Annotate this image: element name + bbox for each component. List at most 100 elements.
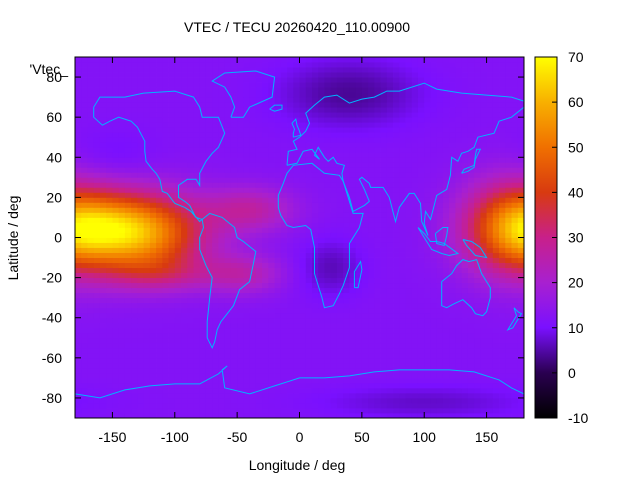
heatmap-cell [193,322,201,329]
heatmap-cell [149,342,157,349]
heatmap-cell [205,122,213,128]
heatmap-cell [355,172,363,178]
heatmap-cell [330,197,338,203]
heatmap-cell [243,387,251,394]
heatmap-cell [486,232,494,238]
heatmap-cell [299,212,307,218]
heatmap-cell [156,337,163,344]
heatmap-cell [199,177,207,183]
heatmap-cell [436,327,444,334]
heatmap-cell [81,162,88,168]
heatmap-cell [255,407,263,414]
heatmap-cell [399,362,406,369]
heatmap-cell [187,112,194,118]
heatmap-cell [262,92,269,98]
heatmap-cell [268,327,275,334]
heatmap-cell [162,357,169,364]
heatmap-cell [511,127,519,133]
heatmap-cell [449,407,456,414]
heatmap-cell [81,192,88,198]
heatmap-cell [299,157,307,163]
heatmap-cell [149,362,157,369]
heatmap-cell [299,192,307,198]
heatmap-cell [168,302,176,309]
heatmap-cell [461,347,469,354]
heatmap-cell [299,182,307,188]
heatmap-cell [480,237,487,243]
heatmap-cell [480,142,487,148]
heatmap-cell [374,217,381,223]
heatmap-cell [461,217,469,223]
heatmap-cell [336,257,344,263]
heatmap-cell [436,407,444,414]
heatmap-cell [330,312,338,319]
heatmap-cell [480,157,487,163]
heatmap-cell [305,82,313,88]
heatmap-cell [212,252,219,258]
heatmap-cell [349,202,357,208]
heatmap-cell [355,217,363,223]
heatmap-cell [293,92,300,98]
heatmap-cell [168,187,176,193]
heatmap-cell [411,397,419,404]
heatmap-cell [93,142,101,148]
heatmap-cell [436,112,444,118]
heatmap-cell [237,207,244,213]
heatmap-cell [230,402,238,409]
heatmap-cell [112,207,120,213]
heatmap-cell [368,102,375,108]
heatmap-cell [411,242,419,248]
heatmap-cell [137,357,144,364]
heatmap-cell [280,227,288,233]
heatmap-cell [280,272,288,279]
heatmap-cell [505,217,512,223]
heatmap-cell [99,327,107,334]
heatmap-cell [287,87,294,93]
heatmap-cell [486,152,494,158]
heatmap-cell [143,352,151,359]
heatmap-cell [442,142,450,148]
heatmap-cell [131,367,138,374]
heatmap-cell [399,172,406,178]
heatmap-cell [311,222,319,228]
heatmap-cell [343,397,350,404]
heatmap-cell [106,212,113,218]
heatmap-cell [137,372,144,379]
heatmap-cell [511,177,519,183]
heatmap-cell [355,382,363,389]
heatmap-cell [118,392,126,399]
heatmap-cell [81,267,88,273]
heatmap-cell [461,92,469,98]
heatmap-cell [112,197,120,203]
heatmap-cell [224,292,232,299]
heatmap-cell [461,182,469,188]
heatmap-cell [280,382,288,389]
heatmap-cell [405,187,413,193]
heatmap-cell [124,342,132,349]
heatmap-cell [112,302,120,309]
heatmap-cell [436,142,444,148]
heatmap-cell [499,122,506,128]
heatmap-cell [442,327,450,334]
heatmap-cell [293,242,300,248]
heatmap-cell [399,327,406,334]
heatmap-cell [287,242,294,248]
heatmap-cell [436,247,444,253]
heatmap-cell [218,387,226,394]
heatmap-cell [380,272,388,279]
heatmap-cell [143,202,151,208]
heatmap-cell [268,217,275,223]
heatmap-cell [249,252,257,258]
heatmap-cell [480,382,487,389]
heatmap-cell [318,287,325,294]
heatmap-cell [349,137,357,143]
heatmap-cell [311,252,319,258]
heatmap-cell [112,412,120,418]
heatmap-cell [505,207,512,213]
heatmap-cell [405,222,413,228]
heatmap-cell [255,147,263,153]
heatmap-cell [343,282,350,289]
heatmap-cell [149,402,157,409]
heatmap-cell [355,147,363,153]
heatmap-cell [436,92,444,98]
